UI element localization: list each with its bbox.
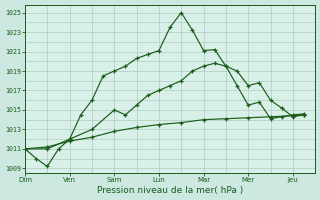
X-axis label: Pression niveau de la mer( hPa ): Pression niveau de la mer( hPa ) [97, 186, 243, 195]
